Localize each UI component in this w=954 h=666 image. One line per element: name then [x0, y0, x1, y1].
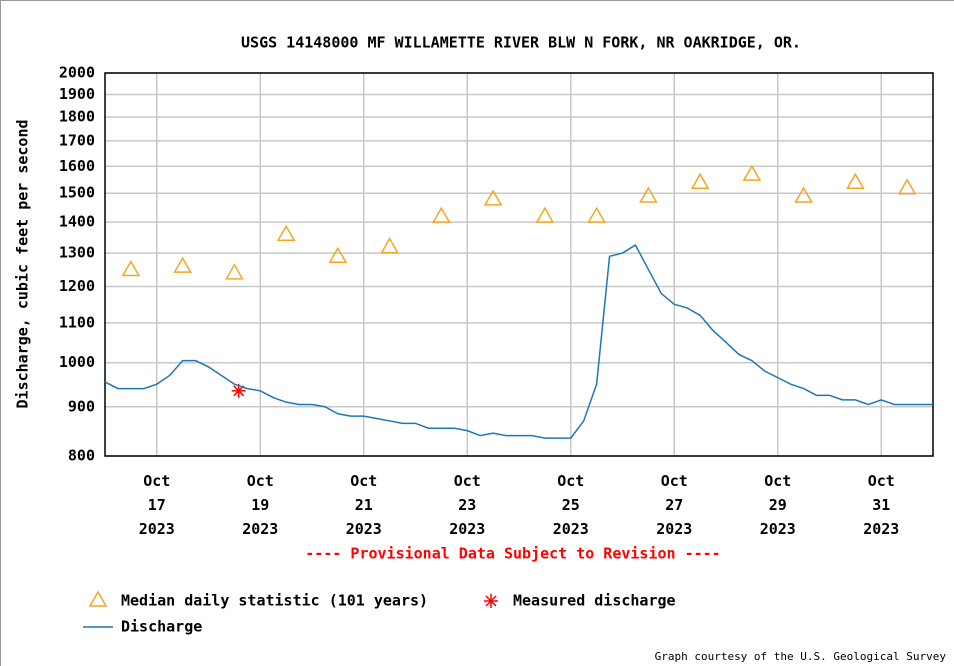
median-marker: [225, 263, 244, 280]
y-tick-label: 1400: [59, 213, 95, 231]
x-tick-label: Oct 21 2023: [345, 472, 382, 538]
median-marker: [328, 246, 348, 264]
median-marker: [276, 224, 296, 241]
median-marker: [173, 256, 192, 273]
x-tick-label: Oct 17 2023: [138, 472, 175, 538]
y-tick-label: 1300: [59, 244, 95, 262]
y-tick-label: 1900: [59, 85, 95, 103]
median-marker: [483, 189, 503, 206]
median-marker: [690, 172, 710, 189]
legend-label: Measured discharge: [513, 592, 676, 610]
median-marker: [846, 172, 865, 189]
annotation: ---- Provisional Data Subject to Revisio…: [305, 545, 720, 563]
median-marker: [742, 164, 762, 181]
x-tick-label: Oct 29 2023: [759, 472, 796, 538]
y-tick-label: 900: [68, 397, 95, 415]
x-tick-label: Oct 31 2023: [863, 472, 900, 538]
chart-title: USGS 14148000 MF WILLAMETTE RIVER BLW N …: [241, 34, 801, 52]
median-marker: [432, 206, 451, 223]
y-tick-label: 800: [68, 447, 95, 465]
discharge-line: [104, 244, 933, 439]
credit: Graph courtesy of the U.S. Geological Su…: [655, 650, 947, 663]
legend-label: Median daily statistic (101 years): [121, 592, 428, 610]
y-tick-label: 1200: [59, 277, 95, 295]
y-tick-label: 1800: [59, 108, 95, 126]
x-tick-label: Oct 25 2023: [552, 472, 589, 538]
median-marker: [587, 206, 606, 223]
y-tick-label: 2000: [59, 64, 95, 82]
median-marker: [121, 259, 141, 277]
y-tick-label: 1500: [59, 184, 95, 202]
x-tick-label: Oct 27 2023: [656, 472, 693, 538]
median-marker: [380, 237, 399, 254]
median-marker: [897, 178, 917, 195]
median-marker: [535, 206, 555, 223]
y-tick-label: 1700: [59, 131, 95, 149]
y-axis-label: Discharge, cubic feet per second: [14, 120, 32, 409]
median-marker: [639, 186, 658, 203]
legend-marker: [484, 594, 498, 608]
y-tick-label: 1600: [59, 157, 95, 175]
legend-marker: [88, 590, 108, 607]
legend-label: Discharge: [121, 618, 202, 636]
median-marker: [794, 186, 813, 203]
x-tick-label: Oct 19 2023: [242, 472, 279, 538]
y-tick-label: 1000: [59, 353, 95, 371]
y-tick-label: 1100: [59, 313, 95, 331]
x-tick-label: Oct 23 2023: [449, 472, 486, 538]
plot-frame: [104, 72, 934, 457]
